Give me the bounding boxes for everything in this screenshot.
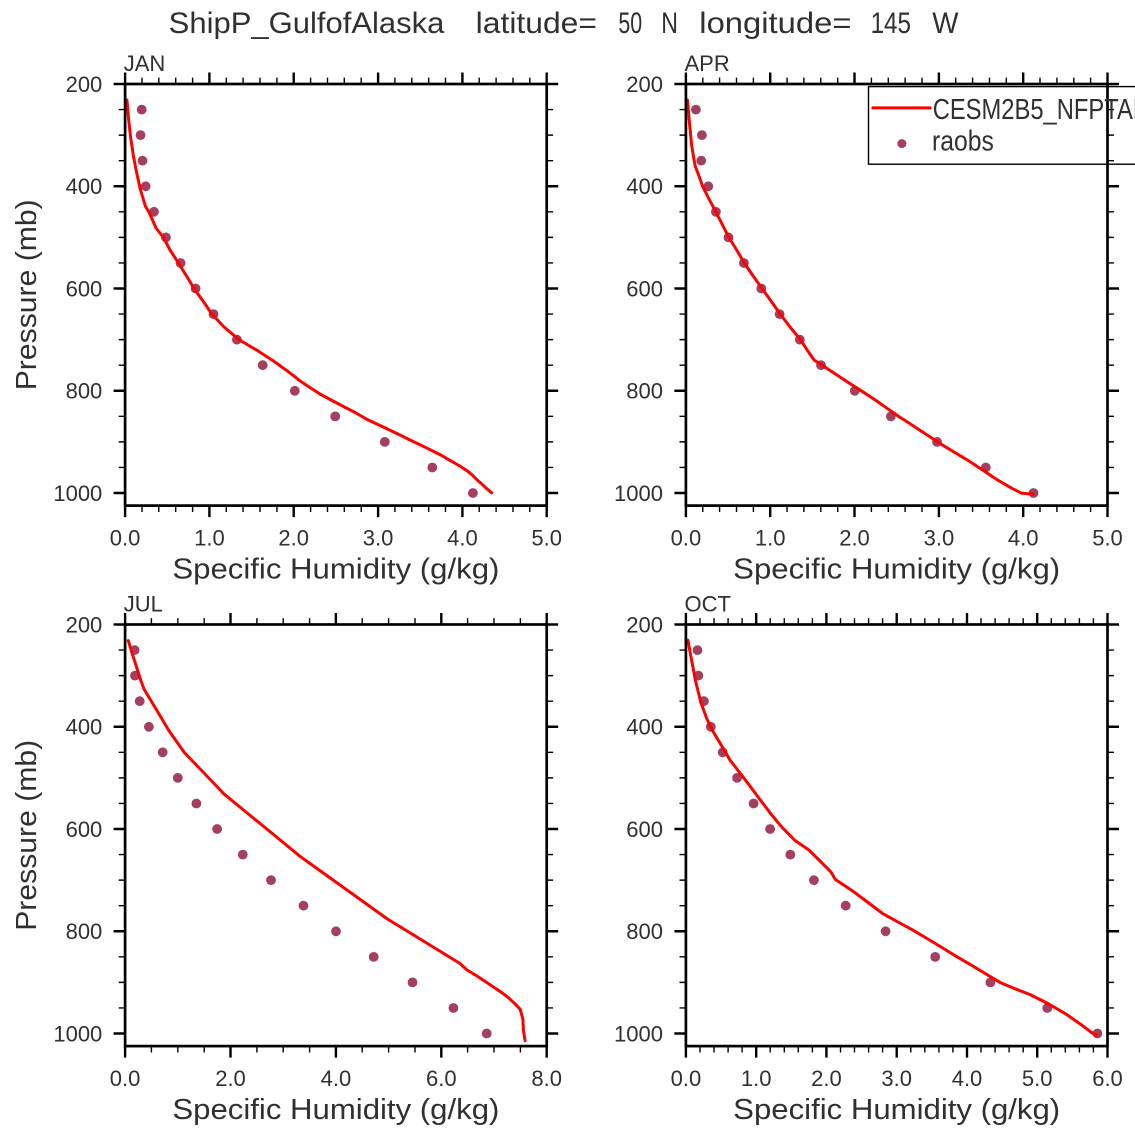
svg-text:Specific Humidity (g/kg): Specific Humidity (g/kg): [733, 554, 1060, 586]
svg-text:4.0: 4.0: [1008, 526, 1039, 551]
svg-text:1.0: 1.0: [755, 526, 786, 551]
svg-text:N: N: [661, 7, 678, 40]
svg-text:Pressure (mb): Pressure (mb): [11, 199, 43, 390]
svg-text:600: 600: [626, 817, 663, 842]
svg-text:1000: 1000: [53, 1021, 102, 1046]
svg-text:8.0: 8.0: [531, 1066, 562, 1091]
svg-text:0.0: 0.0: [671, 1066, 702, 1091]
svg-text:raobs: raobs: [932, 126, 994, 158]
svg-text:600: 600: [66, 817, 103, 842]
svg-text:CESM2B5_NFPTAB: CESM2B5_NFPTAB: [933, 94, 1135, 126]
svg-text:50: 50: [618, 7, 642, 40]
svg-text:400: 400: [626, 174, 663, 199]
svg-text:Specific Humidity (g/kg): Specific Humidity (g/kg): [733, 1094, 1060, 1126]
svg-text:4.0: 4.0: [447, 526, 478, 551]
svg-text:1.0: 1.0: [194, 526, 225, 551]
svg-text:400: 400: [66, 715, 103, 740]
svg-text:ShipP_GulfofAlaska: ShipP_GulfofAlaska: [169, 7, 445, 40]
svg-text:3.0: 3.0: [881, 1066, 912, 1091]
svg-text:5.0: 5.0: [531, 526, 562, 551]
svg-text:400: 400: [66, 174, 103, 199]
svg-text:6.0: 6.0: [1092, 1066, 1123, 1091]
svg-text:4.0: 4.0: [952, 1066, 983, 1091]
svg-text:0.0: 0.0: [671, 526, 702, 551]
svg-text:OCT: OCT: [685, 591, 731, 616]
svg-text:800: 800: [66, 379, 103, 404]
svg-text:3.0: 3.0: [924, 526, 955, 551]
svg-text:5.0: 5.0: [1092, 526, 1123, 551]
svg-text:200: 200: [626, 612, 663, 637]
svg-text:800: 800: [626, 919, 663, 944]
svg-text:5.0: 5.0: [1022, 1066, 1053, 1091]
svg-text:600: 600: [66, 276, 103, 301]
svg-text:2.0: 2.0: [811, 1066, 842, 1091]
svg-text:1000: 1000: [614, 481, 663, 506]
svg-text:JAN: JAN: [124, 51, 166, 76]
svg-text:Pressure (mb): Pressure (mb): [11, 740, 43, 931]
svg-text:800: 800: [626, 379, 663, 404]
svg-text:APR: APR: [685, 51, 730, 76]
svg-text:200: 200: [626, 72, 663, 97]
svg-text:longitude=: longitude=: [699, 7, 851, 40]
svg-text:W: W: [932, 7, 959, 40]
svg-text:200: 200: [66, 612, 103, 637]
svg-text:600: 600: [626, 276, 663, 301]
svg-text:4.0: 4.0: [321, 1066, 352, 1091]
svg-text:latitude=: latitude=: [476, 7, 597, 40]
svg-text:2.0: 2.0: [215, 1066, 246, 1091]
svg-text:145: 145: [871, 7, 911, 40]
svg-text:Specific Humidity (g/kg): Specific Humidity (g/kg): [172, 1094, 499, 1126]
svg-text:2.0: 2.0: [839, 526, 870, 551]
svg-text:0.0: 0.0: [110, 526, 141, 551]
svg-text:1000: 1000: [614, 1021, 663, 1046]
svg-text:1.0: 1.0: [741, 1066, 772, 1091]
svg-text:400: 400: [626, 715, 663, 740]
svg-text:6.0: 6.0: [426, 1066, 457, 1091]
svg-text:1000: 1000: [53, 481, 102, 506]
svg-text:2.0: 2.0: [278, 526, 309, 551]
svg-text:200: 200: [66, 72, 103, 97]
svg-text:JUL: JUL: [124, 591, 163, 616]
svg-text:0.0: 0.0: [110, 1066, 141, 1091]
svg-text:Specific Humidity (g/kg): Specific Humidity (g/kg): [172, 554, 499, 586]
svg-text:800: 800: [66, 919, 103, 944]
svg-text:3.0: 3.0: [363, 526, 394, 551]
